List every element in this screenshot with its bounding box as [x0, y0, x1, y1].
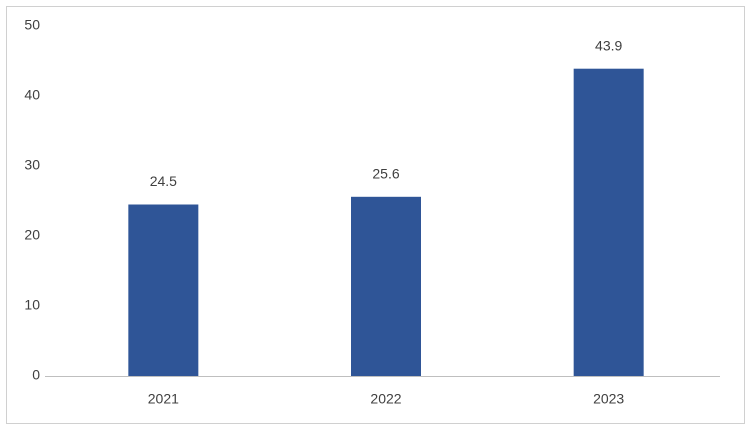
bar	[128, 204, 199, 376]
y-tick-label: 0	[32, 367, 40, 383]
data-label: 43.9	[595, 37, 622, 53]
bar	[351, 196, 421, 376]
y-tick-label: 10	[24, 297, 40, 313]
y-tick-label: 50	[24, 17, 40, 33]
data-label: 25.6	[372, 166, 399, 182]
y-tick-label: 20	[24, 227, 40, 243]
x-tick-label: 2021	[148, 391, 179, 407]
y-tick-label: 30	[24, 157, 40, 173]
x-tick-label: 2022	[370, 391, 401, 407]
y-tick-label: 40	[24, 87, 40, 103]
x-tick-label: 2023	[593, 391, 624, 407]
data-label: 24.5	[150, 173, 177, 189]
bar	[573, 68, 644, 376]
